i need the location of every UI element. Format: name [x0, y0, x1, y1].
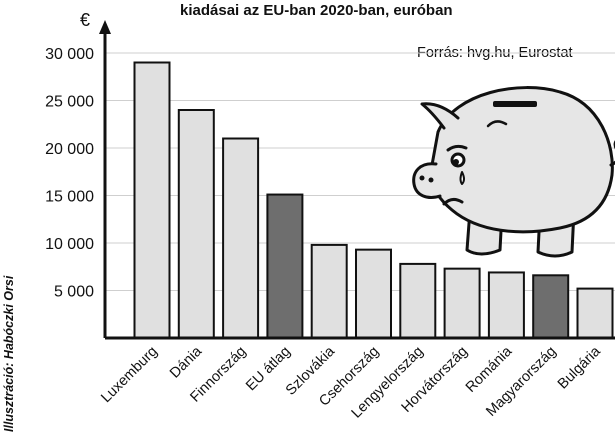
bar-eu-átlag: [266, 193, 304, 339]
y-tick-label: 20 000: [45, 141, 94, 158]
y-tick-label: 25 000: [45, 94, 94, 111]
piggy-bank-icon: [412, 86, 615, 258]
chart-title: kiadásai az EU-ban 2020-ban, euróban: [180, 2, 453, 19]
bar-dánia: [177, 109, 215, 339]
bars: [133, 61, 614, 340]
y-tick-label: 15 000: [45, 189, 94, 206]
y-axis-ticks: 5 000 10 000 15 000 20 000 25 000 30 000: [45, 46, 94, 301]
bar-szlovákia: [310, 243, 348, 339]
x-tick-label: Luxemburg: [98, 344, 161, 407]
y-tick-label: 30 000: [45, 46, 94, 63]
y-tick-label: 5 000: [54, 284, 94, 301]
x-tick-label: Dánia: [167, 343, 206, 382]
bar-luxemburg: [133, 61, 171, 339]
bar-csehország: [355, 248, 392, 339]
bar-bulgária: [576, 287, 614, 340]
bar-románia: [487, 271, 525, 340]
bar-finnország: [222, 137, 260, 339]
y-axis-unit: €: [80, 10, 90, 30]
bar-lengyelország: [399, 262, 437, 339]
y-axis-arrow-icon: [99, 20, 111, 34]
bar-horvátország: [443, 267, 481, 339]
illustration-credit: Illusztráció: Habóczki Orsi: [2, 275, 16, 432]
y-tick-label: 10 000: [45, 236, 94, 253]
bar-magyarország: [532, 274, 570, 339]
x-tick-label: Bulgária: [555, 343, 605, 393]
